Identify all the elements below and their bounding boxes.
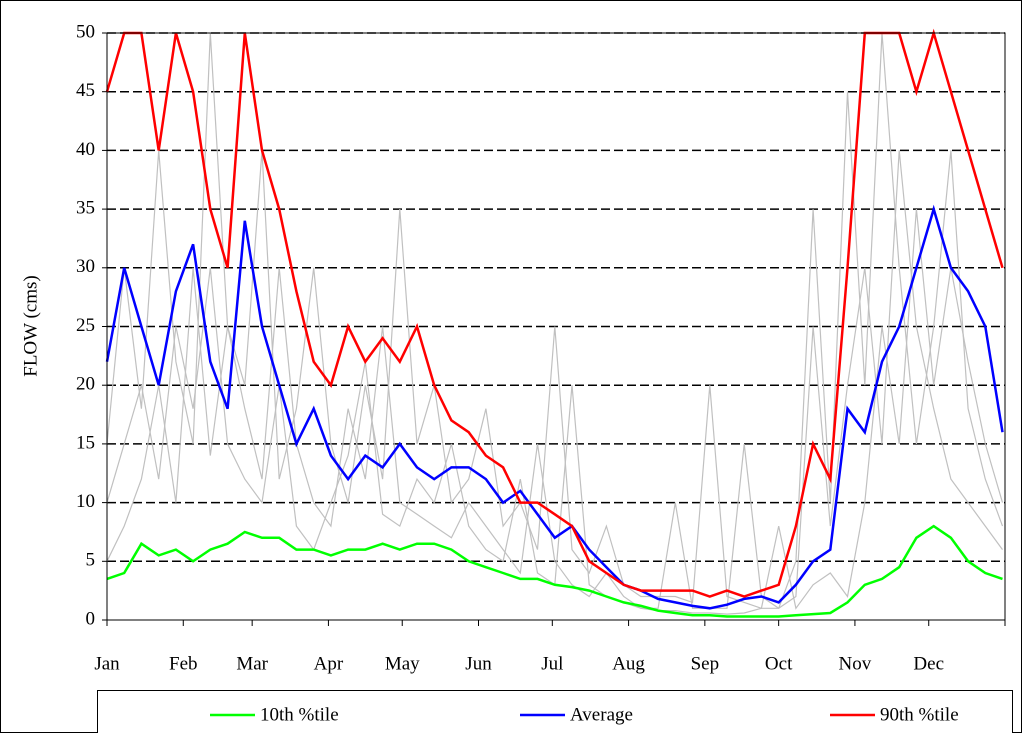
legend (97, 690, 1013, 738)
y-tick-label: 15 (76, 432, 95, 453)
x-tick-label: Nov (839, 653, 872, 674)
y-tick-label: 35 (76, 197, 95, 218)
y-tick-label: 45 (76, 80, 95, 101)
y-axis-label: FLOW (cms) (20, 275, 41, 377)
y-tick-label: 5 (86, 550, 96, 571)
x-tick-label: Mar (236, 653, 268, 674)
legend-label: 90th %tile (880, 704, 959, 725)
y-tick-label: 30 (76, 256, 95, 277)
legend-label: 10th %tile (260, 704, 339, 725)
x-tick-label: Jan (94, 653, 120, 674)
y-tick-label: 50 (76, 21, 95, 42)
y-tick-label: 0 (86, 608, 96, 629)
plot-border (106, 32, 1006, 621)
series-line (105, 204, 1004, 610)
series-line (105, 28, 1004, 598)
x-tick-label: May (385, 653, 420, 674)
series-line (106, 524, 1003, 618)
x-tick-label: Jul (541, 653, 563, 674)
x-tick-label: Oct (765, 653, 793, 674)
x-tick-label: Sep (691, 653, 720, 674)
year-line (106, 32, 1004, 609)
x-tick-label: Apr (314, 653, 344, 674)
y-tick-label: 25 (76, 315, 95, 336)
y-tick-label: 40 (76, 139, 95, 160)
x-tick-label: Feb (169, 653, 198, 674)
legend-label: Average (570, 704, 633, 725)
y-tick-label: 20 (76, 374, 95, 395)
x-tick-label: Dec (913, 653, 944, 674)
x-tick-label: Aug (612, 653, 645, 674)
year-line (106, 209, 1004, 615)
year-line (106, 150, 1003, 610)
y-tick-label: 10 (76, 491, 95, 512)
x-tick-label: Jun (465, 653, 492, 674)
